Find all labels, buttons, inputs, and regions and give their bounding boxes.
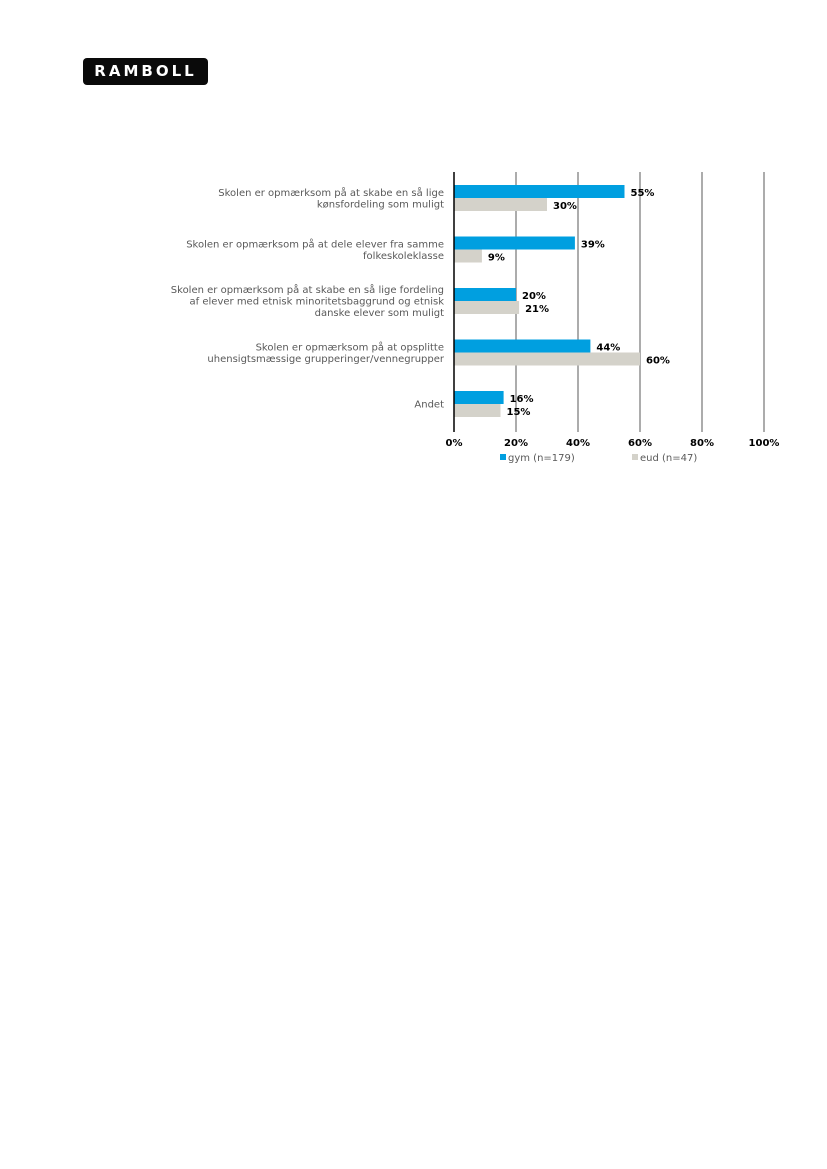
legend-label-gym: gym (n=179) bbox=[508, 453, 575, 464]
category-label: Skolen er opmærksom på at opsplitte uhens… bbox=[207, 340, 444, 365]
legend-swatch-eud bbox=[632, 454, 638, 460]
bar-gym bbox=[454, 185, 625, 198]
bar-eud bbox=[454, 249, 482, 263]
data-label: 16% bbox=[510, 394, 534, 405]
x-tick-label: 20% bbox=[504, 438, 528, 449]
bar-eud bbox=[454, 404, 501, 417]
data-label: 44% bbox=[596, 343, 620, 354]
ramboll-logo: RAMBOLL bbox=[83, 58, 208, 85]
category-label: Skolen er opmærksom på at skabe en så li… bbox=[171, 283, 444, 319]
bar-gym bbox=[454, 391, 504, 404]
bar-gym bbox=[454, 288, 516, 301]
x-tick-label: 80% bbox=[690, 438, 714, 449]
data-label: 39% bbox=[581, 240, 605, 251]
data-label: 21% bbox=[525, 304, 549, 315]
category-label: Skolen er opmærksom på at dele elever fr… bbox=[186, 237, 444, 262]
x-tick-label: 0% bbox=[446, 438, 463, 449]
legend-swatch-gym bbox=[500, 454, 506, 460]
category-label: Skolen er opmærksom på at skabe en så li… bbox=[218, 186, 444, 211]
legend-label-eud: eud (n=47) bbox=[640, 453, 697, 464]
category-label: Andet bbox=[414, 400, 444, 411]
data-label: 30% bbox=[553, 201, 577, 212]
bar-gym bbox=[454, 236, 575, 250]
bar-eud bbox=[454, 352, 640, 366]
bar-eud bbox=[454, 198, 547, 211]
x-tick-label: 100% bbox=[749, 438, 780, 449]
x-tick-label: 40% bbox=[566, 438, 590, 449]
data-label: 9% bbox=[488, 253, 505, 264]
data-label: 55% bbox=[631, 188, 655, 199]
x-tick-label: 60% bbox=[628, 438, 652, 449]
bar-eud bbox=[454, 301, 520, 314]
data-label: 15% bbox=[507, 407, 531, 418]
data-label: 20% bbox=[522, 291, 546, 302]
data-label: 60% bbox=[646, 356, 670, 367]
bar-gym bbox=[454, 339, 591, 353]
